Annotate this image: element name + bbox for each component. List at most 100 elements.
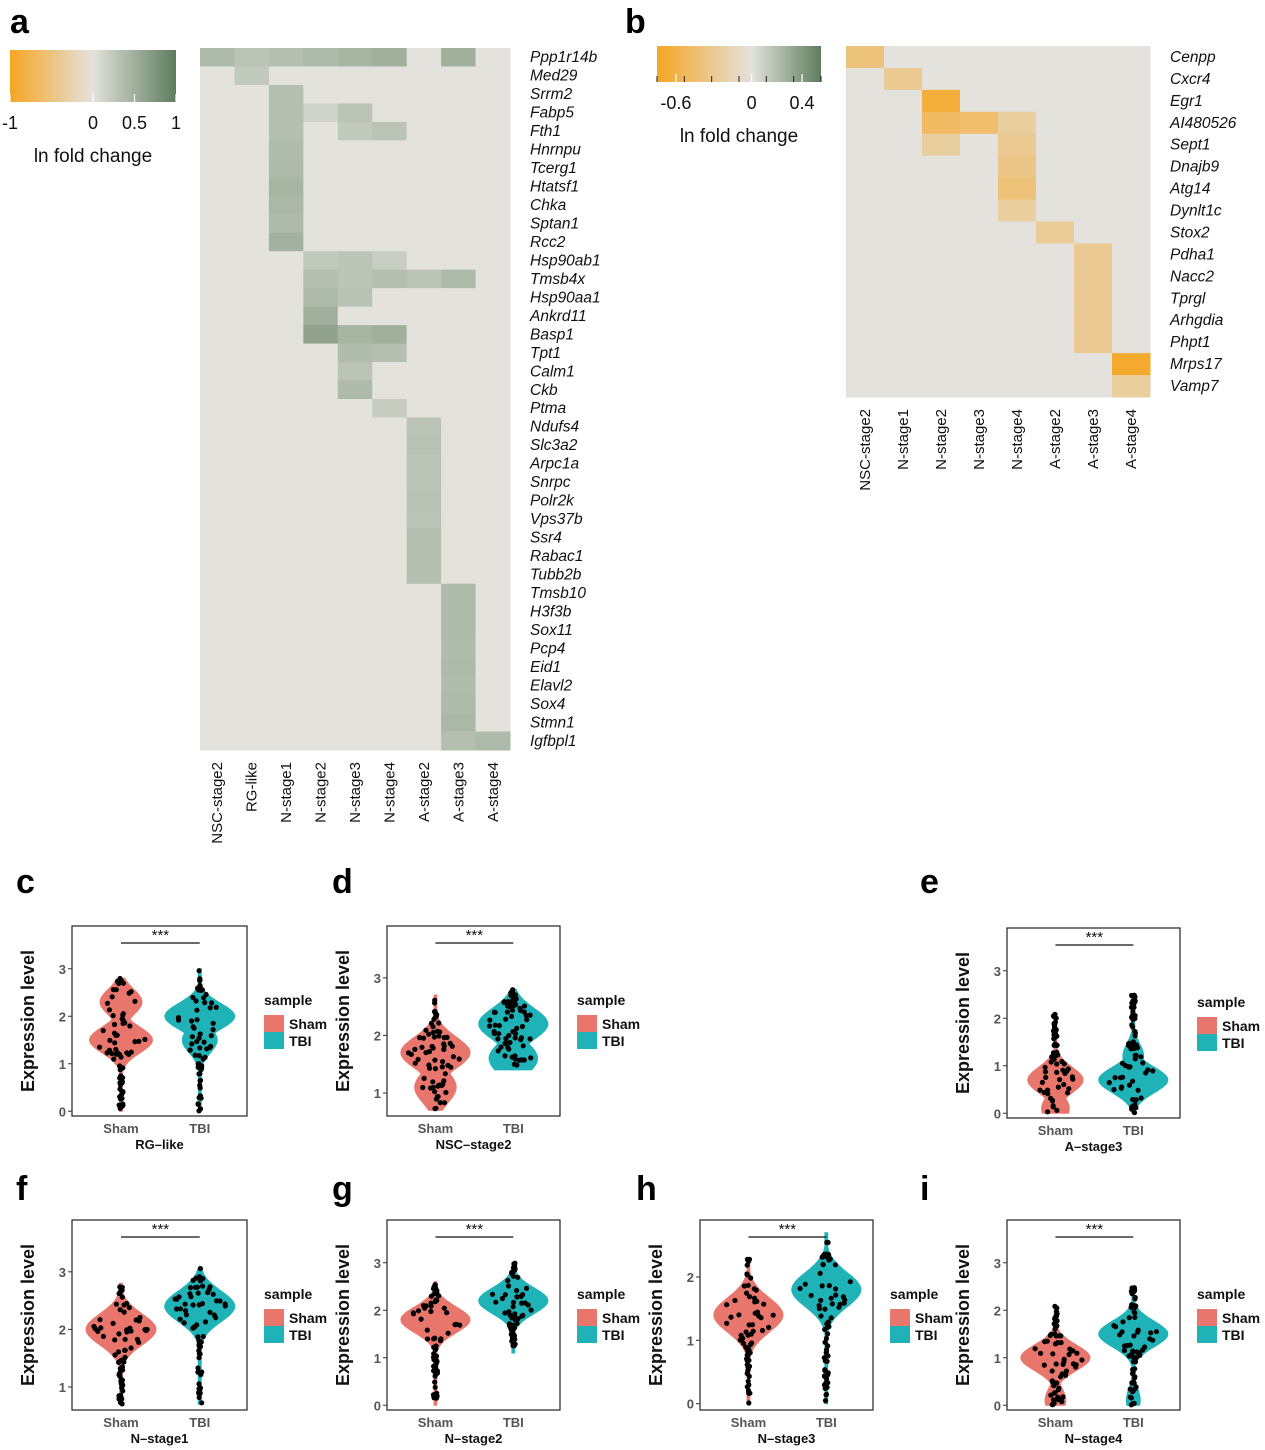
data-point <box>175 1015 182 1021</box>
data-point <box>818 1297 824 1303</box>
data-point <box>194 1007 200 1013</box>
data-point <box>456 1056 462 1062</box>
heatmap-cell <box>268 528 304 548</box>
heatmap-cell <box>372 84 408 104</box>
row-label-arhgdia: Arhgdia <box>1169 312 1224 329</box>
data-point <box>121 1309 127 1315</box>
data-point <box>183 1312 189 1318</box>
legend-title: sample <box>264 992 312 1008</box>
heatmap-cell <box>884 309 923 332</box>
heatmap-cell <box>1112 199 1151 222</box>
row-label-cenpp: Cenpp <box>1170 49 1216 66</box>
data-point <box>1041 1362 1047 1368</box>
heatmap-cell <box>268 362 304 382</box>
data-point <box>445 1062 451 1068</box>
data-point <box>508 1013 515 1020</box>
data-point <box>112 1040 118 1046</box>
data-point <box>841 1300 847 1306</box>
heatmap-cell <box>441 84 477 104</box>
data-point <box>487 1017 493 1023</box>
heatmap-cell <box>406 214 442 234</box>
data-point <box>822 1368 828 1374</box>
data-point <box>430 1084 436 1091</box>
heatmap-cell <box>441 48 477 67</box>
heatmap-cell <box>922 287 961 310</box>
data-point <box>199 1369 205 1375</box>
data-point <box>441 1041 447 1047</box>
data-point <box>97 1317 103 1323</box>
row-label-hnrnpu: Hnrnpu <box>530 142 581 159</box>
data-point <box>134 1336 140 1342</box>
heatmap-cell <box>337 66 373 86</box>
heatmap-cell <box>998 177 1037 201</box>
data-point <box>213 1004 219 1011</box>
y-tick-label: 2 <box>374 1303 381 1318</box>
y-tick-label: 0 <box>994 1398 1001 1413</box>
heatmap-cell <box>441 435 477 455</box>
data-point <box>819 1283 825 1289</box>
data-point <box>748 1275 754 1281</box>
data-point <box>188 1294 194 1300</box>
heatmap-cell <box>475 676 511 696</box>
data-point <box>1057 1077 1063 1083</box>
y-axis-label: Expression level <box>953 952 973 1094</box>
row-label-mrps17: Mrps17 <box>1170 356 1223 373</box>
data-point <box>207 1309 213 1315</box>
data-point <box>1127 1386 1133 1392</box>
data-point <box>187 1047 193 1053</box>
data-point <box>207 1005 213 1011</box>
x-tick-label-sham: Sham <box>1038 1415 1073 1430</box>
data-point <box>222 1301 228 1307</box>
heatmap-cell <box>998 265 1037 288</box>
row-label-srrm2: Srrm2 <box>530 86 573 103</box>
heatmap-cell <box>406 362 442 382</box>
heatmap-cell <box>922 265 961 288</box>
row-label-phpt1: Phpt1 <box>1170 334 1211 351</box>
data-point <box>506 1046 512 1052</box>
heatmap-cell <box>475 491 511 511</box>
legend-key-sham <box>577 1309 597 1326</box>
data-point <box>190 994 196 1000</box>
data-point <box>428 1303 434 1309</box>
data-point <box>1117 1332 1123 1338</box>
data-point <box>181 1320 187 1326</box>
data-point <box>122 1336 128 1342</box>
data-point <box>745 1345 751 1351</box>
x-tick-label-tbi: TBI <box>503 1121 524 1136</box>
data-point <box>1047 1332 1053 1339</box>
heatmap-cell <box>268 140 304 160</box>
heatmap-cell <box>372 214 408 234</box>
data-point <box>196 1390 202 1396</box>
x-tick-label-tbi: TBI <box>189 1415 210 1430</box>
data-point <box>431 1336 437 1342</box>
data-point <box>104 1000 111 1006</box>
data-point <box>1143 1070 1149 1076</box>
data-point <box>766 1324 772 1330</box>
heatmap-cell <box>884 133 923 157</box>
heatmap-cell <box>1036 133 1075 157</box>
column-label-a-stage3: A-stage3 <box>450 762 467 822</box>
heatmap-cell <box>475 195 511 215</box>
data-point <box>513 1031 519 1037</box>
heatmap-cell <box>441 103 477 123</box>
heatmap-cell <box>234 546 270 566</box>
heatmap-cell <box>922 309 961 332</box>
data-point <box>1129 1380 1135 1386</box>
data-point <box>1039 1079 1045 1085</box>
heatmap-cell <box>303 380 339 400</box>
data-point <box>190 1302 196 1308</box>
heatmap-cell <box>475 731 511 751</box>
legend-label-sham: Sham <box>289 1016 327 1032</box>
data-point <box>197 982 203 989</box>
data-point <box>97 1044 103 1050</box>
heatmap-cell <box>234 121 270 141</box>
data-point <box>128 1049 134 1055</box>
heatmap-cell <box>234 528 270 548</box>
data-point <box>740 1335 746 1342</box>
significance-stars: *** <box>1086 929 1104 946</box>
heatmap-cell <box>303 639 339 659</box>
data-point <box>133 1317 139 1323</box>
heatmap-cell <box>303 232 339 252</box>
data-point <box>426 1031 432 1037</box>
row-label-sept1: Sept1 <box>1170 137 1211 154</box>
